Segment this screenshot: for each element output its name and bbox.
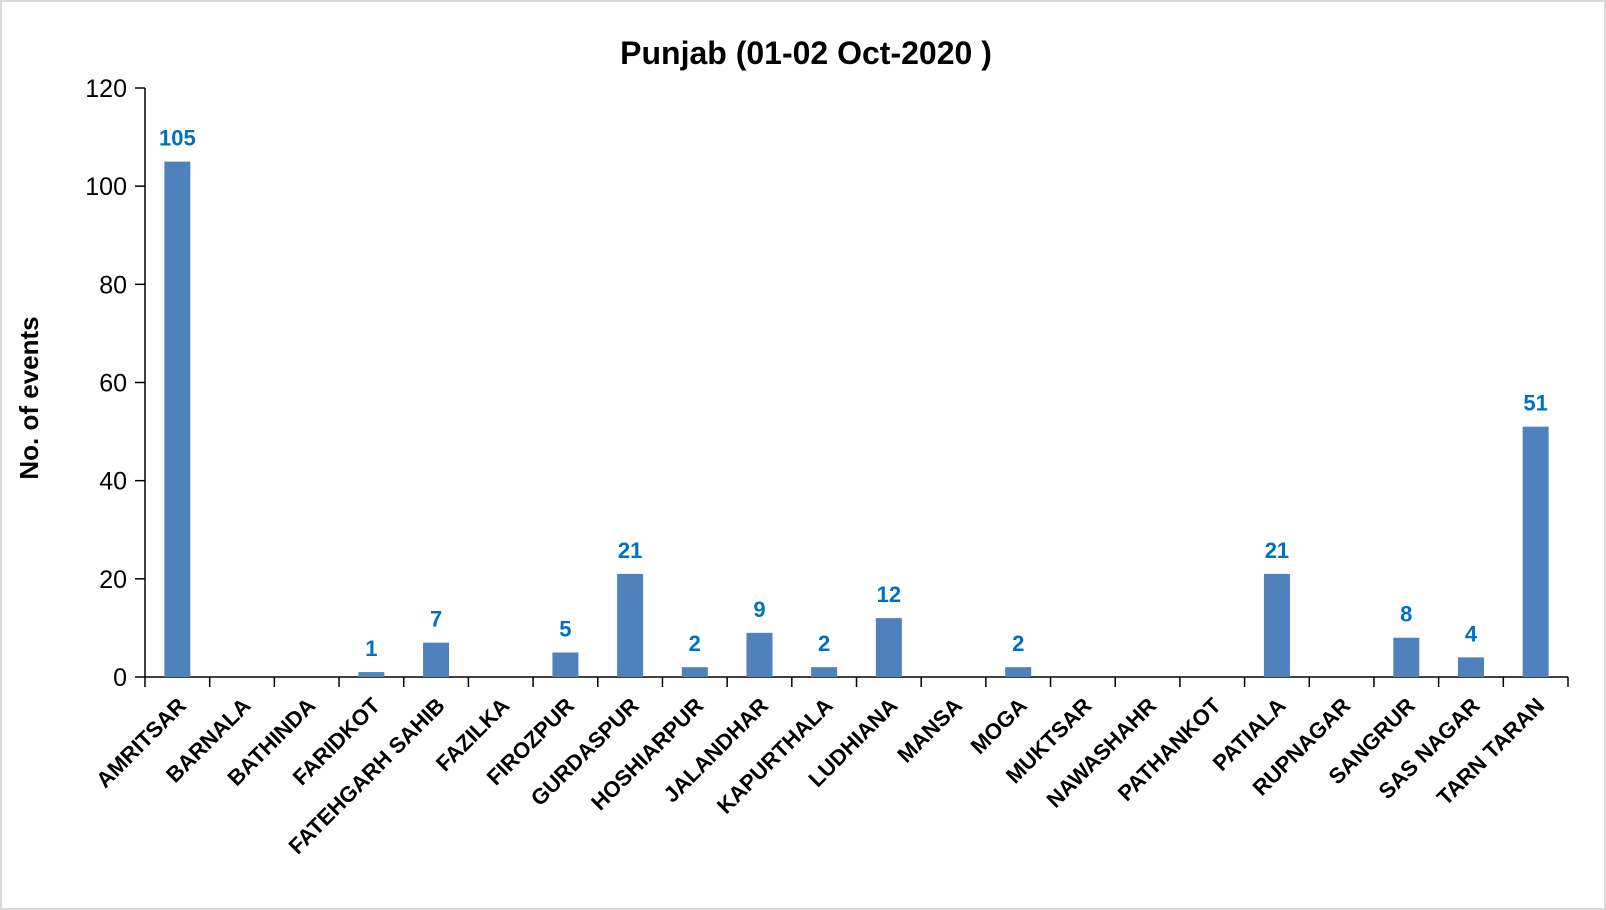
data-label: 12 <box>877 582 901 607</box>
chart-title: Punjab (01-02 Oct-2020 ) <box>620 35 992 71</box>
data-label: 21 <box>618 538 642 563</box>
data-label: 21 <box>1265 538 1289 563</box>
x-tick-label: HOSHIARPUR <box>586 693 708 815</box>
data-label: 9 <box>753 597 765 622</box>
data-label: 2 <box>818 631 830 656</box>
y-tick-label: 20 <box>99 566 127 594</box>
x-axis <box>144 676 1569 687</box>
data-label: 1 <box>365 636 377 661</box>
bar <box>552 652 579 677</box>
y-tick-label: 80 <box>99 271 127 299</box>
data-label: 8 <box>1400 602 1412 627</box>
bars <box>164 161 1549 677</box>
bar <box>617 573 644 677</box>
y-tick-label: 40 <box>99 468 127 496</box>
data-label: 105 <box>159 126 196 151</box>
bar <box>358 672 385 677</box>
y-axis: 0 20 40 60 80 100 120 <box>85 75 146 692</box>
data-label: 4 <box>1465 621 1478 646</box>
x-tick-label: KAPURTHALA <box>712 693 838 819</box>
y-tick-label: 0 <box>113 664 127 692</box>
data-label: 5 <box>559 616 571 641</box>
bar <box>164 161 191 677</box>
y-tick-label: 120 <box>85 75 127 103</box>
x-tick-labels: AMRITSARBARNALABATHINDAFARIDKOTFATEHGARH… <box>91 692 1549 858</box>
bar <box>423 642 450 677</box>
bar <box>746 632 773 677</box>
y-axis-label: No. of events <box>14 316 44 479</box>
x-tick-label: MANSA <box>892 693 967 768</box>
bar <box>1263 573 1290 677</box>
data-label: 2 <box>1012 631 1024 656</box>
bar <box>875 618 902 677</box>
y-tick-label: 100 <box>85 173 127 201</box>
y-tick-label: 60 <box>99 370 127 398</box>
data-label: 7 <box>430 607 442 632</box>
data-label: 2 <box>689 631 701 656</box>
data-label: 51 <box>1523 391 1547 416</box>
bar <box>1393 637 1420 677</box>
bar <box>1005 667 1032 677</box>
bar <box>1457 657 1484 677</box>
x-tick-label: NAWASHAHR <box>1041 693 1161 813</box>
bar <box>811 667 838 677</box>
bar <box>681 667 708 677</box>
bar <box>1522 426 1549 677</box>
